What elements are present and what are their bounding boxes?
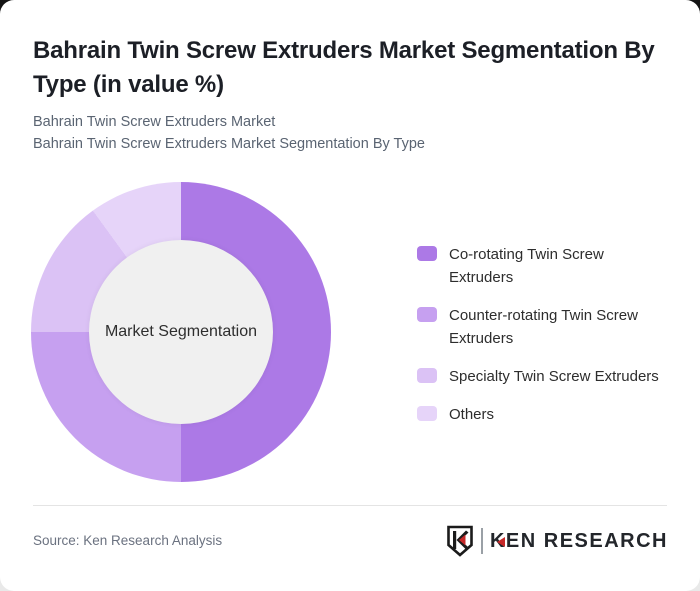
legend-swatch bbox=[417, 406, 437, 421]
legend-label: Counter-rotating Twin Screw Extruders bbox=[449, 307, 638, 347]
legend-label: Others bbox=[449, 406, 495, 423]
page-title: Bahrain Twin Screw Extruders Market Segm… bbox=[33, 37, 655, 98]
donut-hole: Market Segmentation bbox=[89, 240, 273, 424]
legend-label: Co-rotating Twin Screw Extruders bbox=[449, 246, 604, 286]
legend-swatch bbox=[417, 246, 437, 261]
legend-item-co-rotating: Co-rotating Twin Screw Extruders bbox=[417, 243, 667, 289]
legend-item-specialty: Specialty Twin Screw Extruders bbox=[417, 365, 667, 388]
subtitle-block: Bahrain Twin Screw Extruders Market Bahr… bbox=[33, 112, 633, 155]
logo-text-wrap: KEN RESEARCH bbox=[490, 530, 668, 553]
legend-item-counter-rotating: Counter-rotating Twin Screw Extruders bbox=[417, 304, 667, 350]
logo-red-triangle-icon bbox=[496, 536, 505, 547]
footer-divider bbox=[33, 505, 667, 506]
donut-center-label: Market Segmentation bbox=[104, 323, 258, 340]
legend-swatch bbox=[417, 307, 437, 322]
chart-legend: Co-rotating Twin Screw Extruders Counter… bbox=[417, 243, 667, 426]
subtitle-line-2: Bahrain Twin Screw Extruders Market Segm… bbox=[33, 135, 425, 152]
legend-swatch bbox=[417, 368, 437, 383]
source-text: Source: Ken Research Analysis bbox=[33, 533, 223, 548]
logo-wordmark: KEN RESEARCH bbox=[489, 529, 668, 552]
subtitle-line-1: Bahrain Twin Screw Extruders Market bbox=[33, 114, 276, 130]
legend-item-others: Others bbox=[417, 403, 667, 426]
logo-divider bbox=[480, 528, 483, 554]
ken-research-logo: KEN RESEARCH bbox=[446, 524, 668, 558]
donut-chart: Market Segmentation bbox=[31, 182, 331, 482]
legend-label: Specialty Twin Screw Extruders bbox=[449, 368, 659, 385]
shield-k-icon bbox=[447, 525, 473, 557]
